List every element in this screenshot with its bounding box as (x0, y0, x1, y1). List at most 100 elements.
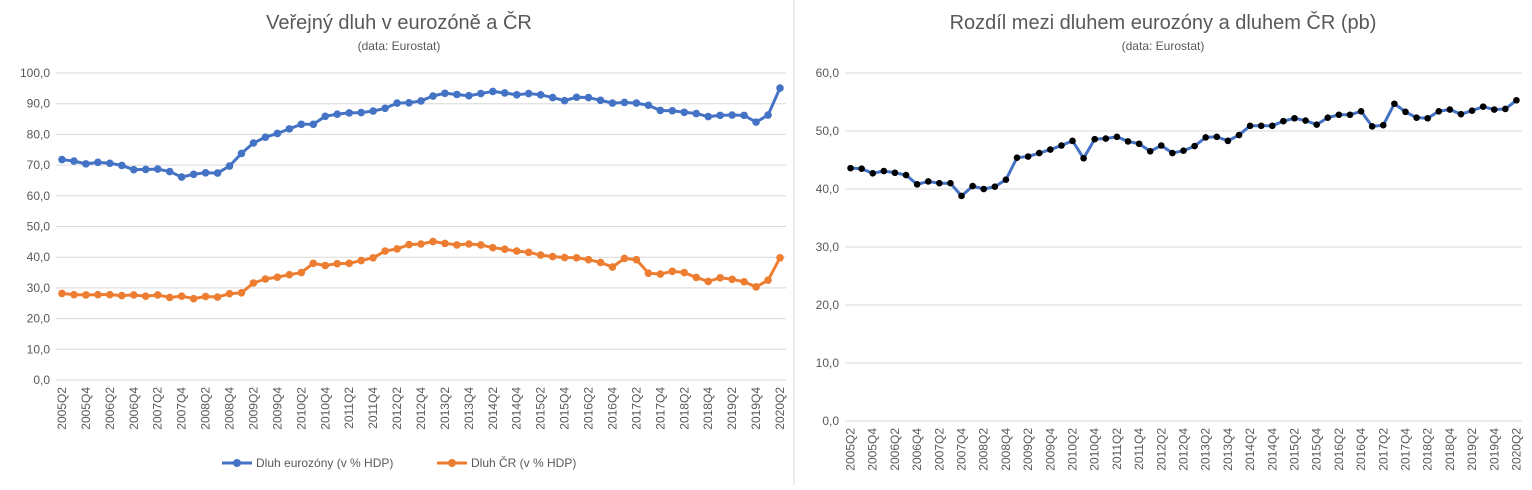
left-data-point (656, 106, 665, 115)
left-data-point (273, 129, 282, 138)
right-data-point (858, 165, 865, 172)
right-x-tick-label: 2019Q2 (1465, 428, 1479, 471)
left-data-point (177, 173, 186, 181)
left-data-point (285, 125, 294, 133)
left-data-point (608, 99, 617, 107)
left-x-tick-label: 2011Q4 (366, 387, 380, 429)
left-data-point (58, 155, 66, 164)
right-data-point (1346, 111, 1354, 119)
left-data-point (740, 277, 748, 286)
right-x-tick-label: 2016Q2 (1332, 428, 1346, 471)
left-data-point (644, 101, 653, 110)
left-data-point (309, 120, 318, 129)
left-data-point (201, 292, 210, 301)
left-data-point (70, 157, 78, 165)
right-data-point (1224, 137, 1232, 145)
right-data-point (1502, 105, 1509, 113)
right-data-point (1368, 123, 1376, 130)
right-data-point (1324, 114, 1332, 121)
left-data-point (417, 97, 425, 105)
left-data-point (584, 255, 593, 264)
left-data-point (249, 279, 258, 287)
right-y-tick-label: 60,0 (816, 66, 840, 80)
left-data-point (536, 91, 545, 99)
left-data-point (441, 239, 449, 248)
left-y-tick-label: 70,0 (27, 158, 51, 172)
left-data-point (417, 240, 425, 248)
left-data-point (692, 273, 701, 282)
left-x-tick-label: 2007Q2 (151, 387, 165, 430)
right-data-point (924, 178, 932, 185)
left-y-tick-label: 100,0 (20, 66, 50, 80)
left-data-point (141, 165, 150, 174)
right-x-tick-label: 2013Q4 (1221, 428, 1235, 471)
right-data-point (936, 179, 943, 187)
left-data-point (165, 293, 174, 302)
left-data-point (728, 111, 736, 119)
right-x-tick-label: 2020Q2 (1509, 428, 1523, 471)
left-data-point (94, 290, 102, 299)
left-data-point (189, 170, 198, 179)
left-plot-area: 0,0 10,0 20,0 30,0 40,0 50,0 60,0 70,0 80,0 90,0 1… (20, 66, 787, 430)
right-data-point (1357, 107, 1365, 115)
right-data-point (1024, 153, 1032, 160)
right-data-point (891, 169, 899, 177)
right-data-point (1213, 133, 1221, 141)
left-data-point (632, 99, 641, 107)
legend-item-cr: Dluh ČR (v % HDP) (437, 455, 576, 470)
right-x-tick-label: 2008Q2 (977, 428, 991, 471)
right-data-point (1202, 134, 1209, 141)
left-data-point (524, 89, 533, 98)
right-x-tick-label: 2010Q2 (1066, 428, 1080, 471)
left-data-point (58, 289, 66, 298)
left-data-point (608, 263, 617, 271)
left-data-point (668, 106, 677, 115)
right-y-tick-label: 40,0 (816, 182, 840, 196)
left-data-point (776, 254, 784, 262)
right-x-tick-label: 2006Q2 (888, 428, 902, 471)
left-data-point (369, 107, 377, 115)
right-x-tick-label: 2012Q2 (1154, 428, 1168, 471)
left-data-point (441, 89, 449, 98)
left-data-point (237, 149, 246, 158)
left-x-tick-label: 2006Q4 (127, 387, 141, 430)
left-y-tick-label: 60,0 (27, 189, 51, 203)
right-data-point (847, 164, 854, 172)
left-data-point (740, 111, 748, 120)
right-x-tick-label: 2014Q4 (1265, 428, 1279, 471)
right-data-point (902, 171, 910, 179)
left-data-point (237, 289, 246, 297)
right-data-point (1069, 137, 1076, 145)
left-data-point (297, 120, 306, 129)
left-data-point (141, 292, 150, 300)
left-data-point (465, 240, 473, 248)
right-data-point (958, 192, 965, 200)
right-y-tick-label: 10,0 (816, 356, 840, 370)
left-data-point (153, 165, 162, 173)
left-data-point (405, 98, 413, 107)
left-data-point (357, 108, 365, 117)
left-x-tick-label: 2009Q4 (270, 387, 284, 430)
left-data-point (704, 112, 713, 121)
left-data-point (165, 167, 174, 176)
left-data-point (704, 277, 713, 286)
left-data-point (297, 268, 306, 277)
right-data-point (1191, 142, 1198, 150)
right-data-point (1402, 108, 1409, 116)
left-x-tick-label: 2016Q2 (582, 387, 596, 430)
left-x-tick-label: 2010Q2 (294, 387, 308, 430)
left-data-point (225, 162, 234, 170)
right-x-tick-label: 2012Q4 (1177, 428, 1191, 471)
left-data-point (752, 283, 760, 291)
left-data-point (716, 273, 724, 282)
right-data-point (913, 181, 921, 188)
left-data-point (680, 108, 689, 117)
legend-label-cr: Dluh ČR (v % HDP) (471, 455, 576, 470)
right-x-tick-label: 2005Q4 (866, 428, 880, 471)
left-data-point (489, 87, 497, 96)
left-data-point (596, 96, 605, 105)
right-x-tick-label: 2008Q4 (999, 428, 1013, 471)
right-data-point (1235, 131, 1243, 139)
left-data-point (656, 270, 665, 278)
